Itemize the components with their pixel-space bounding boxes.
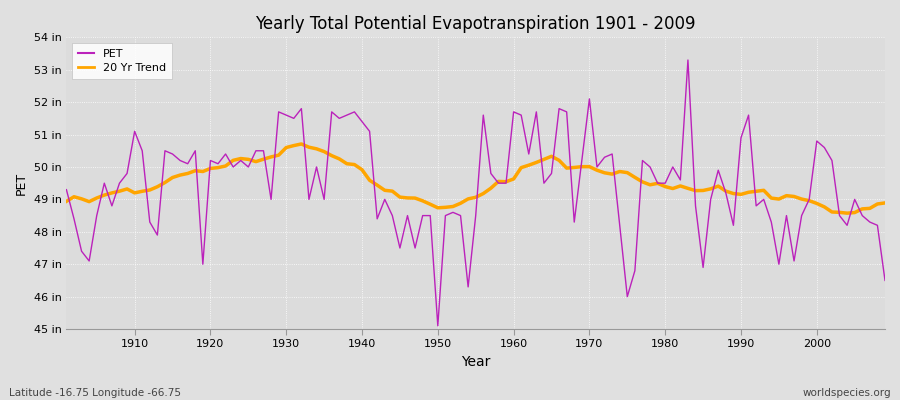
20 Yr Trend: [607, 172, 617, 176]
X-axis label: Year: Year: [461, 355, 491, 369]
PET: [682, 58, 693, 62]
20 Yr Trend: [61, 199, 72, 204]
20 Yr Trend: [879, 200, 890, 205]
20 Yr Trend: [516, 165, 526, 170]
PET: [508, 110, 519, 114]
20 Yr Trend: [341, 161, 352, 166]
Legend: PET, 20 Yr Trend: PET, 20 Yr Trend: [72, 43, 172, 79]
PET: [122, 171, 132, 176]
Text: worldspecies.org: worldspecies.org: [803, 388, 891, 398]
Line: 20 Yr Trend: 20 Yr Trend: [67, 144, 885, 213]
20 Yr Trend: [122, 186, 132, 191]
20 Yr Trend: [842, 211, 852, 216]
20 Yr Trend: [288, 143, 299, 148]
PET: [432, 323, 443, 328]
PET: [288, 116, 299, 121]
PET: [334, 116, 345, 121]
PET: [516, 113, 526, 118]
Y-axis label: PET: PET: [15, 172, 28, 195]
Line: PET: PET: [67, 60, 885, 326]
Text: Latitude -16.75 Longitude -66.75: Latitude -16.75 Longitude -66.75: [9, 388, 181, 398]
PET: [607, 152, 617, 156]
PET: [61, 187, 72, 192]
Title: Yearly Total Potential Evapotranspiration 1901 - 2009: Yearly Total Potential Evapotranspiratio…: [256, 15, 696, 33]
20 Yr Trend: [296, 142, 307, 146]
PET: [879, 278, 890, 283]
20 Yr Trend: [508, 176, 519, 181]
